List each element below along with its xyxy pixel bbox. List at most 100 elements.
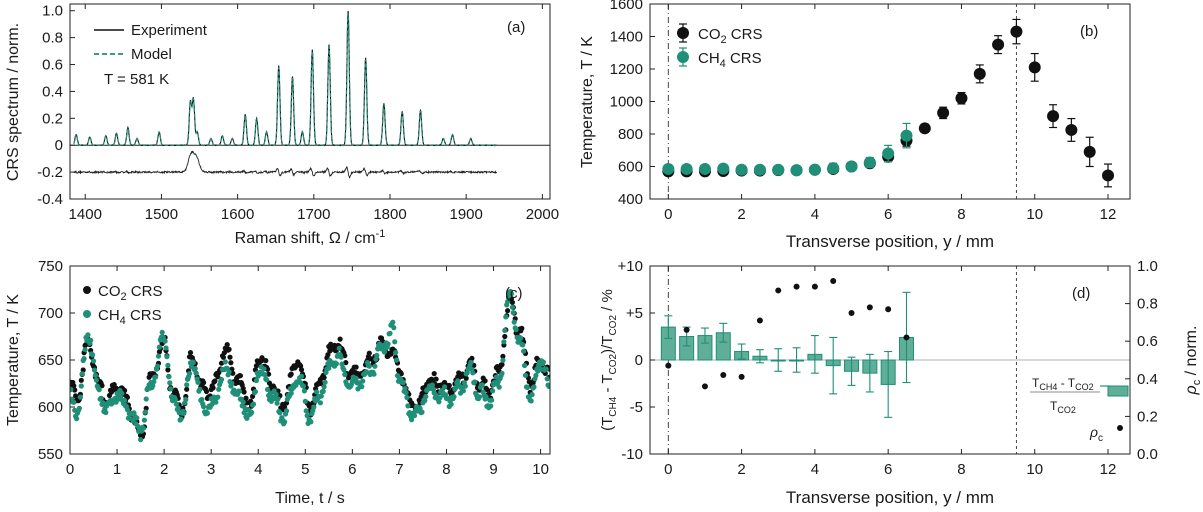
ch4-crs-sample (390, 319, 396, 325)
co2-crs-sample (220, 354, 226, 360)
ch4-crs-sample (374, 352, 380, 358)
rho-c-point (830, 278, 837, 285)
ch4-crs-sample (385, 341, 391, 347)
panel-d-yright-tick-label: 0.6 (1137, 333, 1158, 350)
co2-crs-sample (210, 385, 216, 391)
ch4-crs-sample (201, 404, 207, 410)
ch4-crs-sample (151, 379, 157, 385)
ch4-crs-sample (190, 359, 196, 366)
ch4-crs-sample (265, 386, 271, 393)
ch4-crs-sample (342, 371, 348, 378)
ch4-crs-sample (476, 394, 482, 400)
legend-ch4-crs: CH4 CRS (677, 47, 762, 70)
ch4-crs-sample (479, 382, 485, 388)
panel-c-x-tick-label: 4 (254, 461, 262, 478)
ch4-crs-sample (547, 383, 550, 389)
panel-d-yright-tick-label: 0.2 (1137, 408, 1158, 425)
panel-d-yleft-tick-label: +5 (626, 305, 643, 322)
panel-c-x-tick-label: 9 (489, 461, 497, 478)
ch4-crs-sample (500, 357, 506, 363)
ch4-crs-sample (197, 386, 203, 392)
co2-crs-sample (243, 395, 249, 401)
ch4-point (882, 147, 895, 160)
panel-a-spectrum: 1400 1500 1600 1700 1800 1900 2000 -0.4 -0.2 0 0.2… (5, 3, 559, 247)
ch4-crs-sample (360, 378, 366, 384)
ch4-crs-sample (489, 397, 495, 403)
panel-c-ylabel: Temperature, T / K (5, 294, 22, 426)
ch4-point (772, 163, 785, 176)
rho-c-point (756, 317, 763, 324)
co2-crs-sample (226, 346, 232, 352)
co2-crs-sample (99, 383, 105, 389)
panel-a-x-tick-label: 1700 (297, 206, 330, 223)
legend-d-bar-numerator: TCH4 - TCO2 (1032, 376, 1094, 392)
legend-c-co2-marker (83, 286, 91, 294)
co2-crs-sample (337, 336, 343, 342)
co2-crs-sample (519, 325, 525, 331)
panel-d-x-tick-label: 0 (664, 461, 672, 478)
panel-a-temperature-annotation: T = 581 K (104, 71, 169, 88)
ch4-crs-sample (90, 358, 97, 364)
ch4-crs-sample (359, 384, 365, 390)
ch4-crs-sample (436, 399, 442, 405)
ch4-crs-sample (302, 398, 308, 404)
ch4-crs-sample (510, 310, 516, 316)
co2-crs-sample (499, 362, 505, 368)
ch4-crs-sample (524, 384, 531, 390)
co2-crs-sample (266, 371, 272, 377)
rho-c-point (848, 310, 855, 316)
ch4-crs-sample (333, 361, 339, 367)
ch4-crs-sample (437, 395, 443, 401)
co2-crs-sample (366, 350, 372, 356)
ch4-crs-sample (392, 339, 398, 345)
ch4-crs-sample (76, 405, 82, 411)
co2-crs-sample (505, 308, 511, 314)
ch4-crs-sample (490, 388, 496, 394)
ch4-crs-sample (252, 389, 258, 395)
co2-point (918, 122, 931, 135)
panel-d-ylabel-right: ρc / norm. (1183, 326, 1203, 396)
panel-c-y-tick-label: 650 (38, 352, 63, 369)
ch4-crs-sample (318, 393, 324, 399)
ch4-crs-sample (167, 380, 173, 386)
legend-d: TCH4 - TCO2 TCO2 ρc (1030, 376, 1129, 444)
ch4-crs-sample (518, 335, 524, 341)
ch4-crs-sample (163, 345, 169, 351)
panel-a-y-tick-label: -0.4 (37, 191, 63, 208)
co2-crs-sample (431, 371, 437, 377)
ch4-crs-sample (78, 383, 84, 389)
panel-b-ylabel: Temperature, T / K (579, 36, 596, 168)
residual-line (73, 150, 498, 179)
ch4-crs-sample (501, 339, 507, 345)
ch4-point (790, 164, 803, 177)
panel-d-x-tick-label: 8 (957, 461, 965, 478)
ch4-crs-sample (236, 388, 242, 394)
ch4-crs-sample (79, 371, 85, 377)
ch4-point (735, 163, 748, 176)
panel-a-y-tick-label: 0.2 (42, 110, 63, 127)
ch4-crs-sample (391, 325, 397, 331)
co2-crs-sample (463, 375, 469, 381)
co2-crs-sample (500, 353, 506, 359)
ch4-point (808, 163, 821, 176)
ch4-crs-sample (273, 391, 279, 397)
ch4-crs-sample (288, 390, 294, 396)
ch4-crs-sample (70, 386, 74, 393)
panel-c-x-tick-label: 1 (113, 461, 121, 478)
panel-a-frame (69, 3, 551, 200)
ch4-crs-sample (241, 410, 247, 416)
ch4-crs-sample (472, 379, 478, 385)
legend-c-ch4-marker (83, 310, 91, 318)
panel-b-x-tick-label: 6 (884, 206, 892, 223)
ch4-crs-sample (215, 394, 221, 400)
panel-a-y-tick-label: 1.0 (42, 3, 63, 20)
ch4-crs-sample (422, 398, 428, 404)
ch4-crs-sample (90, 352, 96, 358)
panel-a-ylabel: CRS spectrum / norm. (5, 23, 22, 181)
legend-ch4-marker (677, 51, 689, 63)
ch4-crs-sample (184, 382, 190, 388)
ch4-crs-sample (513, 327, 519, 333)
ch4-crs-sample (511, 319, 517, 325)
ch4-crs-sample (91, 367, 98, 373)
